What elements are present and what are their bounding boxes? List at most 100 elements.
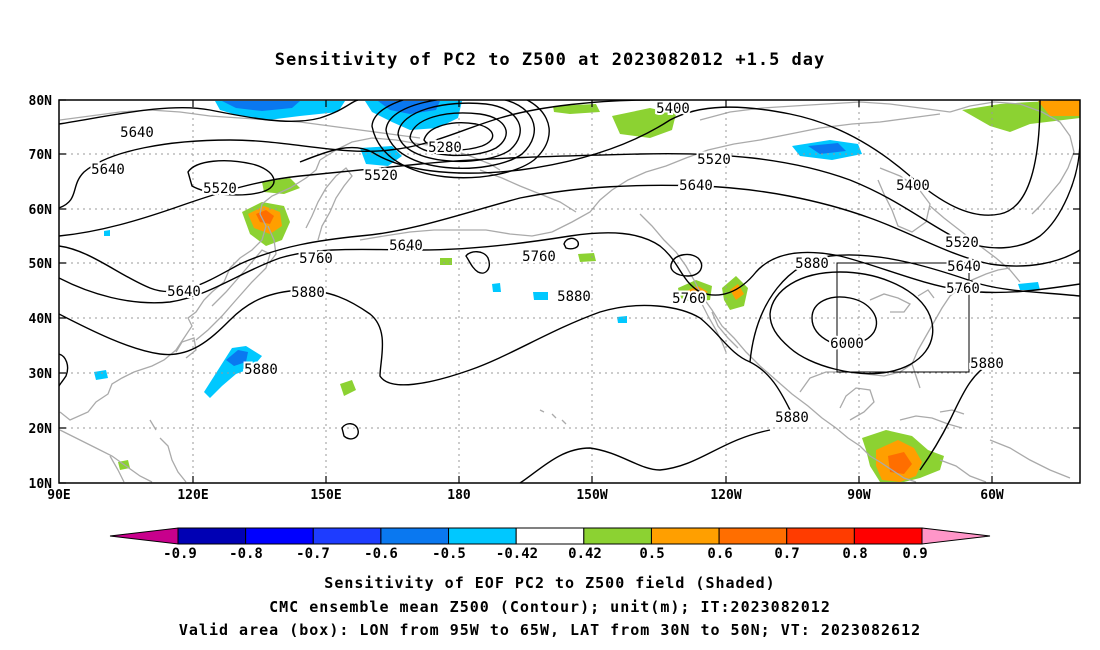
contour-label: 5520 (697, 152, 731, 168)
contour-label: 5640 (947, 259, 981, 275)
colorbar-label: -0.9 (163, 546, 197, 562)
coast-sakhalin (267, 225, 277, 263)
contour-5760-main (59, 232, 1080, 304)
lon-label: 90W (847, 488, 871, 503)
contour-label: 5520 (945, 235, 979, 251)
coast-east-us (911, 267, 1011, 365)
pos-blob-pac-mid (440, 258, 452, 265)
contour-5880-far-west (59, 353, 69, 387)
colorbar: -0.9 -0.8 -0.7 -0.6 -0.5 -0.42 0.42 0.5 … (109, 527, 991, 562)
lon-ticks (192, 100, 993, 483)
colorbar-box (312, 527, 382, 545)
coast-japan (195, 249, 271, 341)
coast-gulf (799, 362, 921, 421)
coast-hawaii (539, 409, 567, 425)
lon-label: 90E (47, 488, 70, 503)
colorbar-label: 0.5 (639, 546, 664, 562)
lon-label: 150W (576, 488, 607, 503)
colorbar-label: 0.7 (774, 546, 799, 562)
pos-blob-pacific-small (340, 380, 356, 396)
lat-label: 50N (29, 257, 53, 272)
coast-taiwan-philippines (149, 419, 187, 483)
contour-label: 5640 (167, 284, 201, 300)
contour-5880-south (519, 429, 771, 483)
lat-label: 70N (29, 148, 53, 163)
contour-5880-west (59, 289, 791, 411)
coast-hudson (877, 167, 931, 233)
contour-5520 (59, 139, 1080, 249)
contour-5760-loop (465, 251, 490, 274)
contour-label: 6000 (830, 336, 864, 352)
coast-baja (699, 299, 739, 353)
lon-label: 120W (710, 488, 741, 503)
colorbar-low-end (109, 527, 179, 545)
contour-5760-cutoff (670, 253, 703, 277)
contour-label: 5400 (656, 101, 690, 117)
colorbar-label: 0.8 (842, 546, 867, 562)
contour-label: 5640 (679, 178, 713, 194)
contour-5880-small (341, 423, 359, 440)
contour-label: 5520 (203, 181, 237, 197)
pos-blob-greenland-core (1038, 100, 1080, 116)
lat-label: 20N (29, 422, 53, 437)
coast-indochina (109, 455, 125, 483)
colorbar-box (853, 527, 923, 545)
contour-label: 5640 (120, 125, 154, 141)
colorbar-box (380, 527, 450, 545)
contour-label: 5520 (364, 168, 398, 184)
contour-labels: 5640 5640 5520 5280 5520 5400 5520 5640 … (89, 99, 1006, 428)
colorbar-box (718, 527, 788, 545)
lon-labels: 90E 120E 150E 180 150W 120W 90W 60W (47, 488, 1004, 503)
neg-blob-arctic-west-core (222, 101, 300, 111)
colorbar-label: -0.42 (496, 546, 538, 562)
lon-label: 60W (980, 488, 1004, 503)
contour-label: 5640 (91, 162, 125, 178)
pos-blob-pac-east (578, 253, 596, 262)
neg-blob-west-pac (104, 230, 110, 236)
coast-kamchatka (305, 167, 353, 241)
caption-line-1: Sensitivity of EOF PC2 to Z500 field (Sh… (324, 574, 776, 592)
contour-label: 5280 (428, 140, 462, 156)
caption-line-3: Valid area (box): LON from 95W to 65W, L… (178, 621, 922, 639)
contour-label: 5760 (522, 249, 556, 265)
neg-blob-pacific-1 (533, 292, 548, 300)
graticule (59, 100, 1080, 483)
sensitivity-shading (94, 100, 1080, 482)
lon-label: 180 (447, 488, 471, 503)
colorbar-label: -0.8 (229, 546, 263, 562)
pos-blob-mexico-west-core (730, 284, 744, 300)
lat-labels: 80N 70N 60N 50N 40N 30N 20N 10N (29, 94, 53, 492)
contour-label: 5880 (244, 362, 278, 378)
map-frame (58, 99, 1081, 484)
contour-label: 5640 (389, 238, 423, 254)
contour-5640-main (59, 184, 1080, 293)
coast-aleutians (359, 229, 553, 241)
lat-ticks (59, 99, 1080, 484)
neg-blob-japan-core (226, 350, 248, 366)
colorbar-box (515, 527, 585, 545)
contour-5880-east (749, 254, 1080, 471)
colorbar-label: 0.6 (707, 546, 732, 562)
contour-label: 5760 (299, 251, 333, 267)
lat-label: 30N (29, 367, 53, 382)
contour-label: 5760 (672, 291, 706, 307)
colorbar-boxes (177, 527, 923, 545)
contour-label: 5880 (557, 289, 591, 305)
colorbar-box (448, 527, 517, 545)
pos-blob-alaska-north (612, 108, 676, 138)
colorbar-label: -0.5 (432, 546, 466, 562)
colorbar-box (177, 527, 247, 545)
neg-blob-china (94, 370, 108, 380)
colorbar-label: 0.9 (902, 546, 927, 562)
contour-label: 5400 (896, 178, 930, 194)
coast-caribbean (899, 409, 965, 429)
pos-blob-chukchi (553, 104, 600, 114)
coast-se-asia (59, 429, 153, 483)
colorbar-box (583, 527, 652, 545)
coast-greenland (949, 101, 1075, 215)
contour-6000-high (769, 271, 934, 375)
contour-5280-ring-1 (423, 122, 494, 151)
coast-canada-arctic (699, 101, 951, 141)
contour-5280-ring-2 (409, 112, 507, 157)
